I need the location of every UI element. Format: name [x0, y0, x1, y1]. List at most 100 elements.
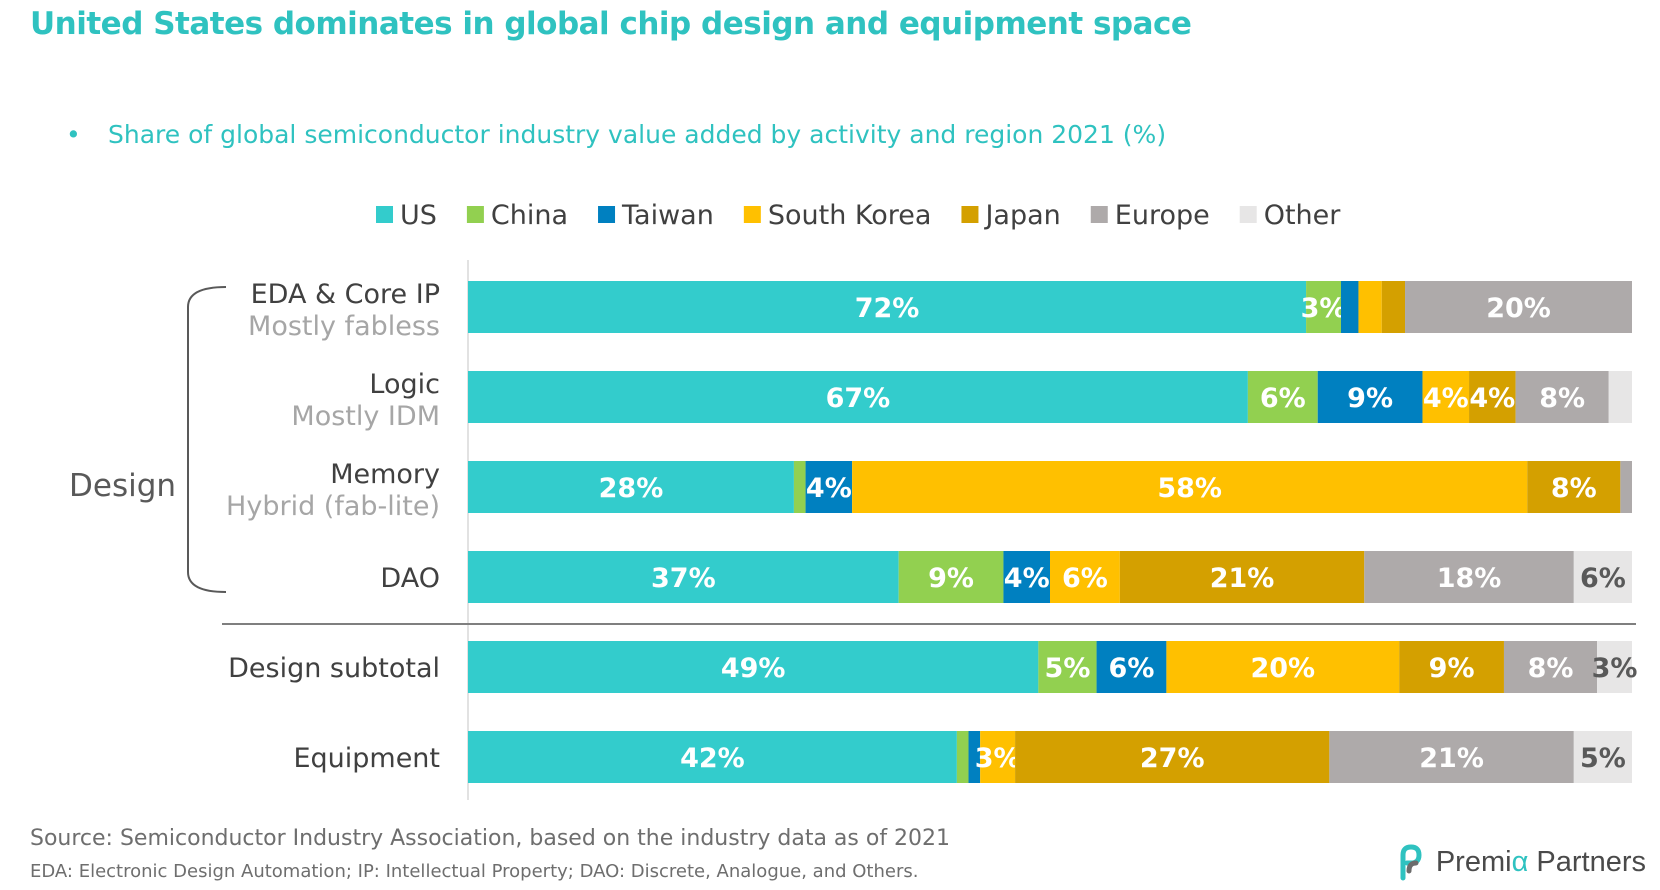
logo-accent: α	[1511, 845, 1529, 878]
bar-eda-core-ip-china	[1306, 281, 1341, 333]
data-label-equipment-south-korea: 3%	[975, 743, 1021, 774]
bar-design-subtotal-south-korea	[1166, 641, 1400, 693]
legend-label-other: Other	[1264, 200, 1342, 231]
data-label-logic-europe: 8%	[1539, 383, 1585, 414]
legend-swatch-taiwan	[598, 206, 616, 223]
data-label-dao-europe: 18%	[1437, 563, 1502, 594]
logo-text: Premiα Partners	[1436, 846, 1646, 879]
bar-dao-south-korea	[1050, 551, 1120, 603]
data-label-dao-us: 37%	[651, 563, 716, 594]
legend-swatch-south-korea	[743, 206, 761, 223]
category-sublabel-logic: Mostly IDM	[291, 401, 440, 432]
bar-logic-japan	[1469, 371, 1516, 423]
legend-label-japan: Japan	[983, 200, 1060, 231]
data-label-design-subtotal-taiwan: 6%	[1109, 653, 1155, 684]
data-label-dao-south-korea: 6%	[1062, 563, 1108, 594]
bar-logic-taiwan	[1317, 371, 1423, 423]
category-label-design-subtotal: Design subtotal	[228, 653, 440, 684]
bar-logic-us	[468, 371, 1248, 423]
legend-label-taiwan: Taiwan	[621, 200, 714, 231]
data-label-design-subtotal-us: 49%	[721, 653, 786, 684]
bar-memory-china	[793, 461, 806, 513]
bar-eda-core-ip-japan	[1381, 281, 1406, 333]
data-label-logic-south-korea: 4%	[1423, 383, 1469, 414]
group-label-design: Design	[69, 468, 176, 504]
bar-equipment-europe	[1329, 731, 1574, 783]
category-label-eda-core-ip: EDA & Core IP	[251, 279, 440, 310]
page-title: United States dominates in global chip d…	[30, 6, 1192, 42]
legend-label-south-korea: South Korea	[768, 200, 932, 231]
category-sublabel-eda-core-ip: Mostly fabless	[248, 311, 440, 342]
bullet-marker: •	[66, 120, 81, 149]
legend-swatch-china	[466, 206, 484, 223]
data-label-design-subtotal-south-korea: 20%	[1250, 653, 1315, 684]
legend-swatch-other	[1239, 206, 1257, 223]
bar-equipment-china	[956, 731, 969, 783]
category-label-equipment: Equipment	[293, 743, 440, 774]
legend-swatch-japan	[961, 206, 979, 223]
abbreviations-note: EDA: Electronic Design Automation; IP: I…	[30, 861, 919, 882]
legend-label-china: China	[491, 200, 568, 231]
logo-text-start: Premi	[1435, 845, 1512, 878]
bar-design-subtotal-europe	[1503, 641, 1598, 693]
data-label-memory-us: 28%	[599, 473, 664, 504]
bar-eda-core-ip-europe	[1405, 281, 1632, 333]
bar-dao-us	[468, 551, 899, 603]
bar-logic-europe	[1515, 371, 1609, 423]
bar-design-subtotal-us	[468, 641, 1039, 693]
data-label-memory-taiwan: 4%	[806, 473, 852, 504]
bar-design-subtotal-other	[1597, 641, 1632, 693]
data-label-equipment-europe: 21%	[1419, 743, 1484, 774]
bar-dao-other	[1573, 551, 1632, 603]
logo-text-end: Partners	[1528, 845, 1646, 878]
data-label-logic-taiwan: 9%	[1347, 383, 1393, 414]
category-label-dao: DAO	[380, 563, 440, 594]
bar-logic-china	[1247, 371, 1318, 423]
data-label-design-subtotal-europe: 8%	[1528, 653, 1574, 684]
data-label-eda-core-ip-us: 72%	[855, 293, 920, 324]
data-label-logic-us: 67%	[826, 383, 891, 414]
data-label-design-subtotal-other: 3%	[1592, 653, 1638, 684]
data-label-logic-japan: 4%	[1469, 383, 1515, 414]
data-label-equipment-japan: 27%	[1140, 743, 1205, 774]
bar-equipment-japan	[1015, 731, 1330, 783]
legend-swatch-us	[376, 206, 393, 223]
bar-logic-other	[1608, 371, 1632, 423]
data-label-dao-japan: 21%	[1210, 563, 1275, 594]
bar-dao-europe	[1364, 551, 1574, 603]
data-label-eda-core-ip-china: 3%	[1301, 293, 1347, 324]
bar-equipment-taiwan	[968, 731, 981, 783]
bar-design-subtotal-china	[1038, 641, 1097, 693]
legend-label-us: US	[400, 200, 437, 231]
bar-memory-taiwan	[805, 461, 853, 513]
legend-label-europe: Europe	[1115, 200, 1210, 231]
data-label-logic-china: 6%	[1260, 383, 1306, 414]
data-label-dao-china: 9%	[928, 563, 974, 594]
bar-equipment-south-korea	[980, 731, 1016, 783]
bar-memory-japan	[1527, 461, 1621, 513]
data-label-dao-other: 6%	[1580, 563, 1626, 594]
bar-dao-china	[898, 551, 1004, 603]
legend-swatch-europe	[1090, 206, 1108, 223]
bar-eda-core-ip-south-korea	[1358, 281, 1382, 333]
data-label-eda-core-ip-europe: 20%	[1486, 293, 1551, 324]
chart-subtitle-text: Share of global semiconductor industry v…	[108, 120, 1167, 149]
bar-memory-europe	[1620, 461, 1632, 513]
group-bracket	[187, 286, 227, 593]
bar-eda-core-ip-us	[468, 281, 1307, 333]
bar-eda-core-ip-taiwan	[1341, 281, 1359, 333]
bar-design-subtotal-japan	[1399, 641, 1504, 693]
stacked-bar-chart: US China Taiwan South Korea Japan Europe Other…	[69, 200, 1638, 800]
bar-equipment-other	[1573, 731, 1632, 783]
data-label-memory-japan: 8%	[1551, 473, 1597, 504]
logo-mark-icon	[1400, 844, 1422, 881]
category-label-memory: Memory	[330, 459, 440, 490]
category-label-logic: Logic	[369, 369, 440, 400]
bar-equipment-us	[468, 731, 957, 783]
category-sublabel-memory: Hybrid (fab-lite)	[226, 491, 440, 522]
bar-design-subtotal-taiwan	[1096, 641, 1167, 693]
bar-dao-taiwan	[1003, 551, 1050, 603]
bar-memory-us	[468, 461, 794, 513]
data-label-memory-south-korea: 58%	[1157, 473, 1222, 504]
data-label-dao-taiwan: 4%	[1004, 563, 1050, 594]
